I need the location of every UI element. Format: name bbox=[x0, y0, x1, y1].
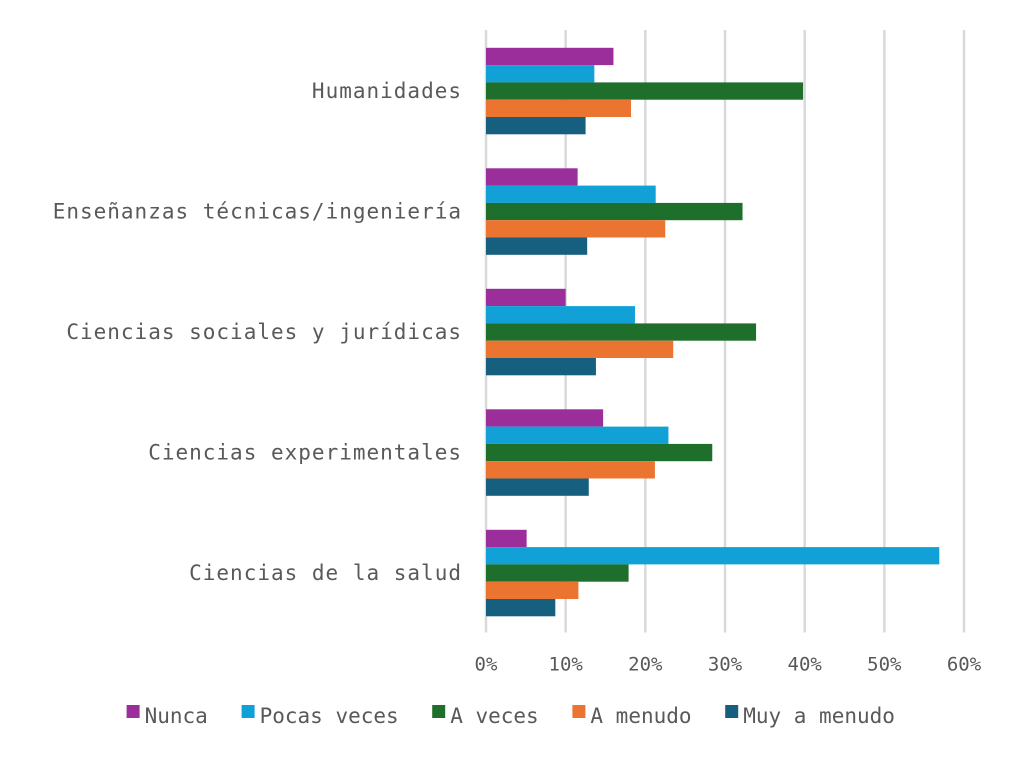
category-label: Enseñanzas técnicas/ingeniería bbox=[53, 200, 462, 224]
x-tick-labels: 0% 10% 20% 30% 40% 50% 60% bbox=[475, 654, 982, 676]
legend-label: A menudo bbox=[590, 704, 691, 728]
x-tick-label: 50% bbox=[867, 654, 902, 676]
legend-swatch bbox=[241, 705, 255, 718]
bar bbox=[486, 220, 666, 238]
bar bbox=[486, 547, 940, 565]
bar bbox=[486, 47, 614, 66]
legend-swatch bbox=[725, 705, 739, 718]
bar bbox=[486, 599, 556, 617]
category-label: Ciencias sociales y jurídicas bbox=[66, 320, 462, 344]
x-tick-label: 20% bbox=[628, 654, 663, 676]
legend-swatch bbox=[432, 705, 446, 718]
legend-label: Muy a menudo bbox=[743, 704, 895, 728]
category-label: Ciencias experimentales bbox=[148, 441, 462, 465]
x-tick-label: 60% bbox=[947, 654, 982, 676]
bar bbox=[486, 99, 631, 117]
bar bbox=[486, 288, 566, 307]
bar bbox=[486, 202, 743, 221]
bar bbox=[486, 564, 629, 582]
category-label: Humanidades bbox=[312, 79, 462, 103]
legend-item: A menudo bbox=[572, 704, 692, 728]
x-tick-label: 40% bbox=[788, 654, 823, 676]
bar bbox=[486, 581, 579, 599]
category-label: Ciencias de la salud bbox=[189, 561, 462, 585]
legend-swatch bbox=[572, 705, 586, 718]
legend: Nunca Pocas veces A veces A menudo Muy a men… bbox=[126, 704, 895, 728]
legend-label: A veces bbox=[450, 704, 539, 728]
bar bbox=[486, 340, 674, 358]
bar bbox=[486, 358, 596, 376]
legend-swatch bbox=[126, 705, 140, 718]
bar bbox=[486, 409, 604, 427]
bar bbox=[486, 529, 527, 548]
category-labels: Humanidades Enseñanzas técnicas/ingenierí… bbox=[53, 79, 462, 585]
bar bbox=[486, 185, 656, 203]
legend-item: Pocas veces bbox=[241, 704, 399, 728]
legend-item: A veces bbox=[432, 704, 539, 728]
bar bbox=[486, 168, 578, 186]
x-tick-label: 0% bbox=[475, 654, 498, 676]
bar bbox=[486, 426, 669, 444]
legend-label: Pocas veces bbox=[260, 704, 399, 728]
bar bbox=[486, 323, 757, 341]
bar bbox=[486, 237, 588, 255]
bar bbox=[486, 117, 586, 135]
bar bbox=[486, 306, 635, 324]
legend-item: Nunca bbox=[126, 704, 208, 728]
bar bbox=[486, 82, 804, 100]
bar bbox=[486, 461, 655, 479]
legend-item: Muy a menudo bbox=[725, 704, 895, 728]
bars bbox=[486, 47, 940, 617]
x-tick-label: 30% bbox=[708, 654, 743, 676]
bar bbox=[486, 65, 595, 83]
bar bbox=[486, 443, 713, 462]
x-tick-label: 10% bbox=[549, 654, 584, 676]
legend-label: Nunca bbox=[145, 704, 208, 728]
bar bbox=[486, 478, 589, 496]
